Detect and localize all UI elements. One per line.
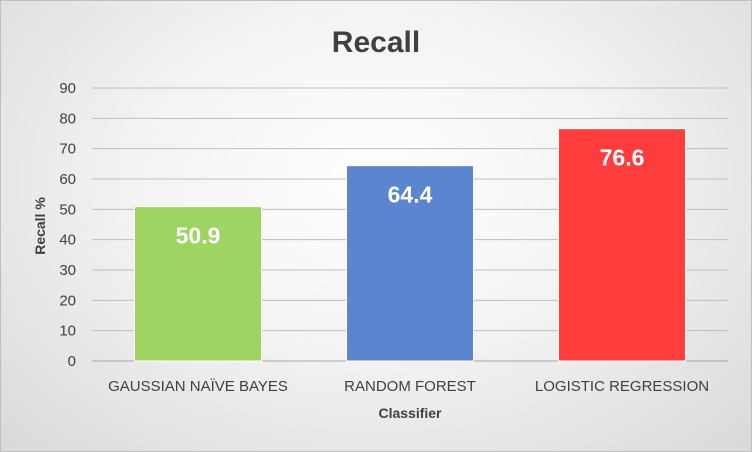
y-tick-label: 0 <box>68 353 76 370</box>
x-axis-label: Classifier <box>378 405 442 421</box>
y-axis-ticks: 0 10 20 30 40 50 60 70 80 90 <box>59 80 76 370</box>
bar <box>346 165 474 362</box>
bar-data-label: 64.4 <box>388 182 433 208</box>
y-tick-label: 80 <box>59 110 76 127</box>
y-tick-label: 30 <box>59 262 76 279</box>
bar <box>558 128 686 362</box>
y-tick-label: 90 <box>59 80 76 97</box>
y-tick-label: 10 <box>59 323 76 340</box>
y-tick-label: 60 <box>59 171 76 188</box>
data-labels: 50.9 64.4 76.6 <box>176 145 645 249</box>
y-tick-label: 70 <box>59 141 76 158</box>
x-axis-categories: GAUSSIAN NAÏVE BAYES RANDOM FOREST LOGISTI… <box>108 378 709 395</box>
bar-data-label: 50.9 <box>176 223 221 249</box>
x-category-label: RANDOM FOREST <box>344 378 476 395</box>
y-tick-label: 40 <box>59 232 76 249</box>
x-category-label: LOGISTIC REGRESSION <box>535 378 709 395</box>
x-category-label: GAUSSIAN NAÏVE BAYES <box>108 378 288 395</box>
bar-data-label: 76.6 <box>600 145 645 171</box>
y-axis-label: Recall % <box>32 197 48 255</box>
bar <box>134 206 262 362</box>
chart-title: Recall <box>332 26 420 59</box>
bars <box>134 128 686 362</box>
y-tick-label: 50 <box>59 201 76 218</box>
y-tick-label: 20 <box>59 292 76 309</box>
